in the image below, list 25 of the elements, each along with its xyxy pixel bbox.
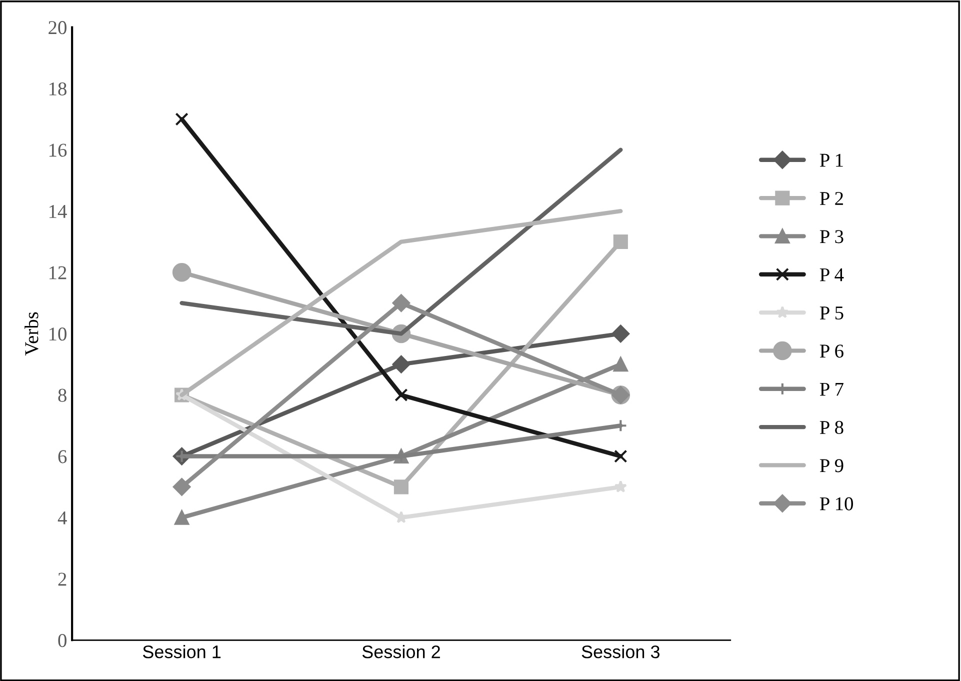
- y-tick-label: 16: [49, 144, 67, 157]
- x-tick-label: Session 2: [362, 645, 440, 658]
- legend-label: P 3: [820, 230, 844, 244]
- y-tick-label: 4: [58, 512, 67, 524]
- legend-label: P 6: [820, 344, 844, 358]
- legend-label: P 7: [820, 382, 844, 396]
- y-tick-label: 0: [58, 634, 66, 648]
- legend-label: P 8: [820, 420, 844, 434]
- y-axis-title: Verbs: [24, 312, 38, 356]
- y-tick-label: 20: [48, 21, 66, 34]
- y-tick-label: 2: [58, 572, 66, 586]
- legend-label: P 10: [820, 497, 854, 510]
- legend-label: P 1: [820, 154, 843, 167]
- legend-label: P 2: [820, 192, 843, 205]
- y-tick-label: 18: [49, 82, 66, 96]
- y-tick-label: 6: [58, 450, 67, 464]
- x-tick-label: Session 1: [142, 645, 221, 658]
- x-tick-label: Session 3: [582, 645, 660, 658]
- y-tick-label: 8: [58, 388, 66, 402]
- legend-label: P 9: [820, 459, 844, 472]
- legend-label: P 4: [820, 268, 844, 282]
- y-tick-label: 10: [49, 328, 66, 341]
- y-tick-label: 14: [49, 205, 67, 218]
- legend-label: P 5: [820, 306, 844, 320]
- y-tick-label: 12: [49, 266, 66, 280]
